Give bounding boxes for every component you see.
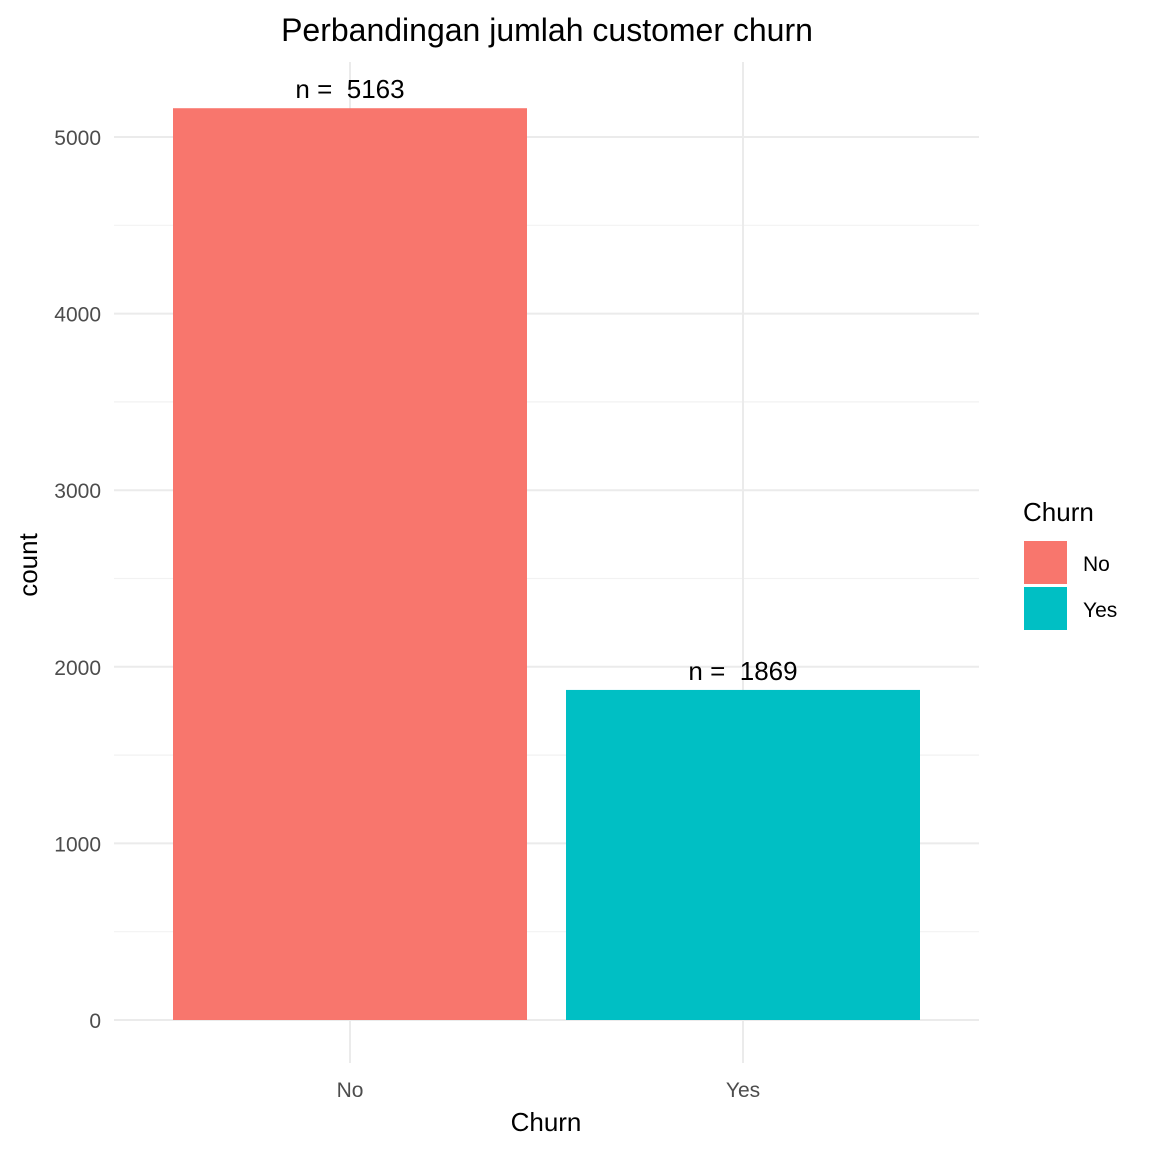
legend-title: Churn [1023, 497, 1094, 527]
data-label-yes: n = 1869 [688, 656, 797, 686]
legend-key-no [1024, 541, 1067, 584]
y-axis-title: count [13, 532, 43, 596]
legend-key-yes [1024, 587, 1067, 630]
legend-label-no: No [1083, 553, 1110, 576]
chart-title: Perbandingan jumlah customer churn [281, 12, 813, 48]
x-axis-title: Churn [511, 1107, 582, 1137]
x-tick-label: No [337, 1079, 364, 1102]
y-tick-label: 3000 [54, 480, 101, 503]
x-axis-ticks: No Yes [337, 1079, 761, 1102]
legend: Churn No Yes [1023, 497, 1117, 630]
bar-no [173, 108, 527, 1020]
bar-yes [566, 689, 920, 1020]
y-tick-label: 0 [89, 1010, 101, 1033]
y-axis-ticks: 0 1000 2000 3000 4000 5000 [54, 127, 101, 1033]
y-tick-label: 4000 [54, 304, 101, 327]
bars [173, 108, 920, 1020]
y-tick-label: 5000 [54, 127, 101, 150]
x-tick-label: Yes [726, 1079, 760, 1102]
y-tick-label: 2000 [54, 657, 101, 680]
legend-label-yes: Yes [1083, 599, 1117, 622]
legend-items: No Yes [1024, 541, 1117, 630]
y-tick-label: 1000 [54, 833, 101, 856]
data-labels: n = 5163 n = 1869 [295, 74, 797, 686]
data-label-no: n = 5163 [295, 74, 404, 104]
